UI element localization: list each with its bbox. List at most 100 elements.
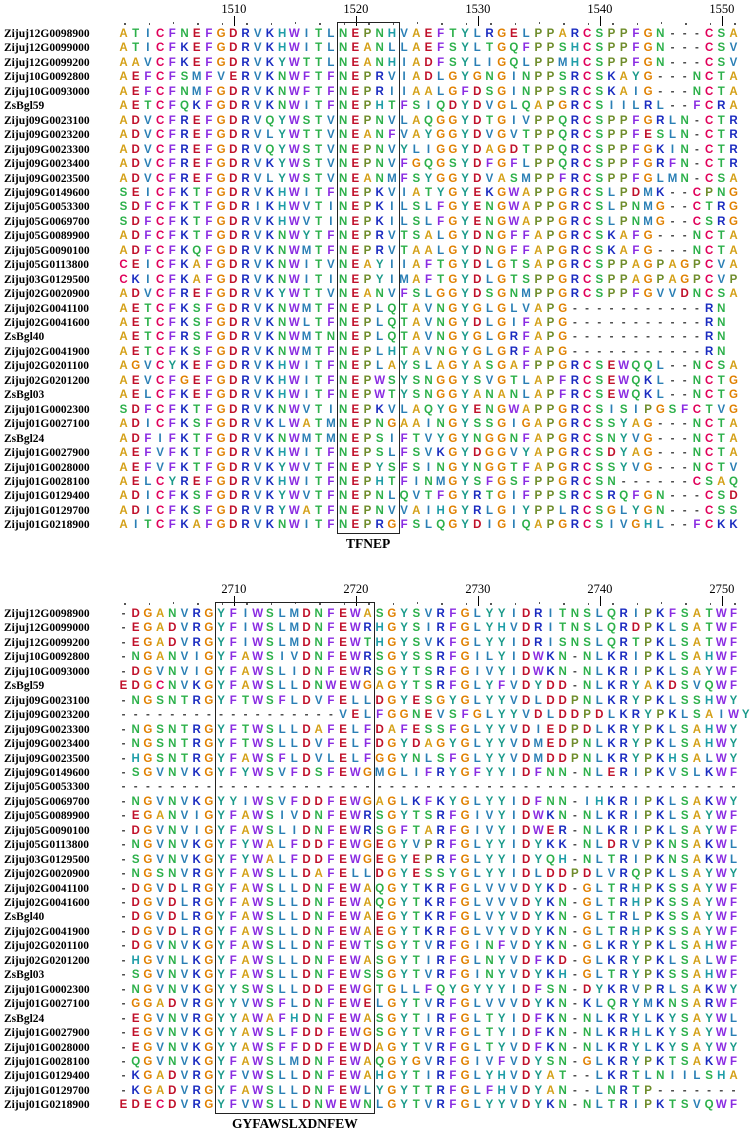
residue: L (424, 519, 433, 532)
residue: Y (461, 56, 469, 69)
residue: R (241, 360, 250, 373)
residue: N (180, 28, 189, 40)
residue: K (375, 403, 384, 416)
residue: G (643, 114, 653, 127)
residue: K (265, 317, 275, 329)
residue: V (424, 447, 433, 460)
residue: F (522, 432, 530, 445)
residue: D (229, 172, 238, 185)
residue: Y (461, 331, 469, 344)
residue: A (119, 56, 128, 69)
residue: F (168, 244, 176, 257)
residue: N (485, 389, 494, 402)
ruler-dot (636, 603, 638, 605)
residue: - (694, 28, 699, 40)
residue: T (315, 71, 323, 84)
residue: G (485, 461, 494, 474)
residue: C (155, 331, 165, 344)
residue: F (522, 360, 530, 373)
residue: T (315, 230, 323, 243)
residue: C (582, 28, 592, 40)
residue: F (632, 172, 640, 185)
residue: T (193, 403, 201, 416)
residue: N (338, 114, 348, 127)
residue: S (412, 288, 421, 301)
residue: N (656, 56, 665, 69)
residue: G (643, 273, 653, 286)
residue: F (693, 519, 701, 532)
residue: F (632, 56, 640, 69)
residue: C (155, 186, 165, 199)
residue: G (558, 360, 568, 373)
residue: P (546, 143, 555, 156)
residue: R (241, 389, 250, 402)
ruler-number: 2720 (343, 582, 369, 596)
residue: Y (278, 129, 286, 142)
residue: D (229, 432, 238, 445)
residue: T (315, 201, 323, 214)
residue: G (448, 244, 458, 257)
residue: L (437, 230, 445, 243)
residue: G (497, 42, 507, 55)
residue: D (229, 230, 238, 243)
ruler-number: 2740 (587, 582, 613, 596)
residue: P (607, 42, 616, 55)
residue: G (216, 345, 226, 358)
residue: N (692, 85, 702, 98)
residue: P (534, 129, 543, 142)
residue: F (327, 389, 335, 402)
residue: L (510, 100, 518, 113)
residue: - (597, 331, 602, 344)
ruler-dot (294, 22, 297, 24)
residue: C (155, 317, 165, 329)
residue: G (216, 259, 226, 272)
residue: I (390, 85, 394, 98)
residue: N (338, 360, 348, 373)
residue: - (658, 418, 663, 431)
residue: - (658, 244, 663, 257)
residue: F (327, 244, 335, 257)
residue: G (497, 143, 507, 156)
residue: F (168, 519, 176, 532)
residue: W (288, 114, 300, 127)
residue: L (656, 360, 664, 373)
residue: F (168, 158, 176, 171)
residue: - (670, 331, 675, 344)
residue: N (338, 129, 348, 142)
residue: G (643, 71, 653, 84)
residue: C (704, 389, 714, 402)
residue: Y (278, 143, 286, 156)
residue: I (390, 432, 394, 445)
motif-box (336, 22, 400, 534)
residue: G (216, 201, 226, 214)
residue: Y (278, 114, 286, 127)
residue: F (327, 85, 335, 98)
sequence-row: Zijuj05G0053300 S D F C F K T F G D R I K H W V T I N E P K I L S… (0, 199, 750, 216)
residue: A (619, 85, 628, 98)
residue: T (400, 230, 408, 243)
residue: R (241, 302, 250, 315)
residue: V (253, 317, 262, 329)
residue: R (729, 158, 738, 171)
residue: G (216, 447, 226, 460)
residue: S (119, 186, 128, 199)
residue: E (351, 432, 360, 445)
residue: S (595, 201, 604, 214)
residue: A (436, 360, 445, 373)
ruler-dot (172, 22, 175, 24)
residue: S (595, 273, 604, 286)
residue: F (205, 56, 213, 69)
residue: P (363, 244, 372, 257)
residue: E (424, 28, 433, 40)
residue: K (265, 28, 275, 40)
residue: T (424, 186, 433, 199)
residue: - (670, 201, 675, 214)
residue: D (473, 447, 482, 460)
residue: N (692, 360, 702, 373)
residue: E (351, 418, 360, 431)
residue: W (288, 56, 300, 69)
residue: F (522, 42, 530, 55)
residue: G (180, 374, 189, 387)
residue: C (582, 158, 592, 171)
residue: F (168, 143, 176, 156)
